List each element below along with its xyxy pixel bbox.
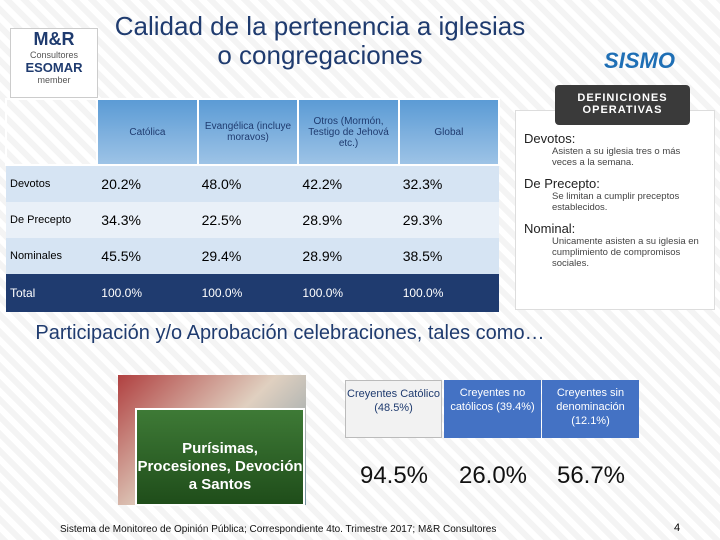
title: Calidad de la pertenencia a iglesias o c… (114, 11, 526, 70)
definition-text: Se limitan a cumplir preceptos estableci… (552, 191, 680, 213)
logo-right: SISMO (604, 48, 675, 73)
definition: Devotos: Asisten a su iglesia tres o más … (524, 131, 706, 168)
definition-term: Nominal: (524, 221, 576, 236)
cell: 48.0% (197, 165, 299, 202)
definition-term: De Precepto: (524, 176, 600, 191)
cell: 100.0% (197, 274, 299, 312)
logo-left: M&R Consultores ESOMAR member (10, 28, 98, 98)
row-label: Devotos (6, 165, 98, 202)
table-body: Devotos 20.2% 48.0% 42.2% 32.3% De Precepto 34… (6, 165, 499, 312)
definition-term: Devotos: (524, 131, 576, 146)
table: Católica Evangélica (incluye moravos) Otro… (4, 98, 501, 312)
logo-text: Consultores (29, 50, 79, 60)
table-row: De Precepto 34.3% 22.5% 28.9% 29.3% (6, 202, 499, 238)
cell: 20.2% (97, 165, 198, 202)
cell: 38.5% (398, 238, 499, 274)
cell: 45.5% (97, 238, 198, 274)
cell: 100.0% (398, 274, 499, 312)
column-header: Global (397, 98, 501, 166)
blank-header (4, 98, 99, 166)
group-box: Creyentes Católico (48.5%) (345, 380, 442, 438)
column-header: Evangélica (incluye moravos) (196, 98, 300, 166)
cell: 22.5% (197, 202, 299, 238)
logo-text: M&R (33, 29, 75, 49)
definitions-title: DEFINICIONES OPERATIVAS (555, 85, 690, 125)
column-header: Otros (Mormón, Testigo de Jehová etc.) (297, 98, 400, 166)
cell: 28.9% (298, 202, 399, 238)
cell: 42.2% (298, 165, 399, 202)
group-value: 26.0% (458, 462, 528, 489)
row-label: Total (6, 274, 98, 312)
cell: 34.3% (97, 202, 198, 238)
definition: De Precepto: Se limitan a cumplir precept… (524, 176, 706, 213)
table-row: Devotos 20.2% 48.0% 42.2% 32.3% (6, 165, 499, 202)
table-row: Nominales 45.5% 29.4% 28.9% 38.5% (6, 238, 499, 274)
definition-text: Unicamente asisten a su iglesia en cumpl… (552, 236, 699, 269)
page-number: 4 (674, 522, 681, 534)
group-value: 56.7% (556, 462, 626, 489)
group-box: Creyentes no católicos (39.4%) (444, 380, 541, 438)
cell: 32.3% (398, 165, 499, 202)
cell: 28.9% (298, 238, 399, 274)
group-box: Creyentes sin denominación (12.1%) (542, 380, 639, 438)
definitions-box: Devotos: Asisten a su iglesia tres o más … (515, 110, 715, 310)
row-label: De Precepto (6, 202, 98, 238)
header-row: Católica Evangélica (incluye moravos) Otro… (4, 98, 501, 166)
logo-text: member (37, 75, 71, 85)
group-value: 94.5% (359, 462, 429, 489)
logo-text: ESOMAR (25, 60, 83, 75)
cell: 100.0% (97, 274, 198, 312)
photo-caption: Purísimas, Procesiones, Devoción a Santo… (135, 408, 305, 506)
section-heading: Participación y/o Aprobación celebracion… (35, 322, 545, 344)
definition: Nominal: Unicamente asisten a su iglesia … (524, 221, 706, 269)
cell: 100.0% (298, 274, 399, 312)
table-row: Total 100.0% 100.0% 100.0% 100.0% (6, 274, 499, 312)
column-header: Católica (96, 98, 199, 166)
row-label: Nominales (6, 238, 98, 274)
cell: 29.3% (398, 202, 499, 238)
footer: Sistema de Monitoreo de Opinión Pública;… (60, 524, 497, 535)
cell: 29.4% (197, 238, 299, 274)
definition-text: Asisten a su iglesia tres o más veces a … (552, 146, 681, 168)
